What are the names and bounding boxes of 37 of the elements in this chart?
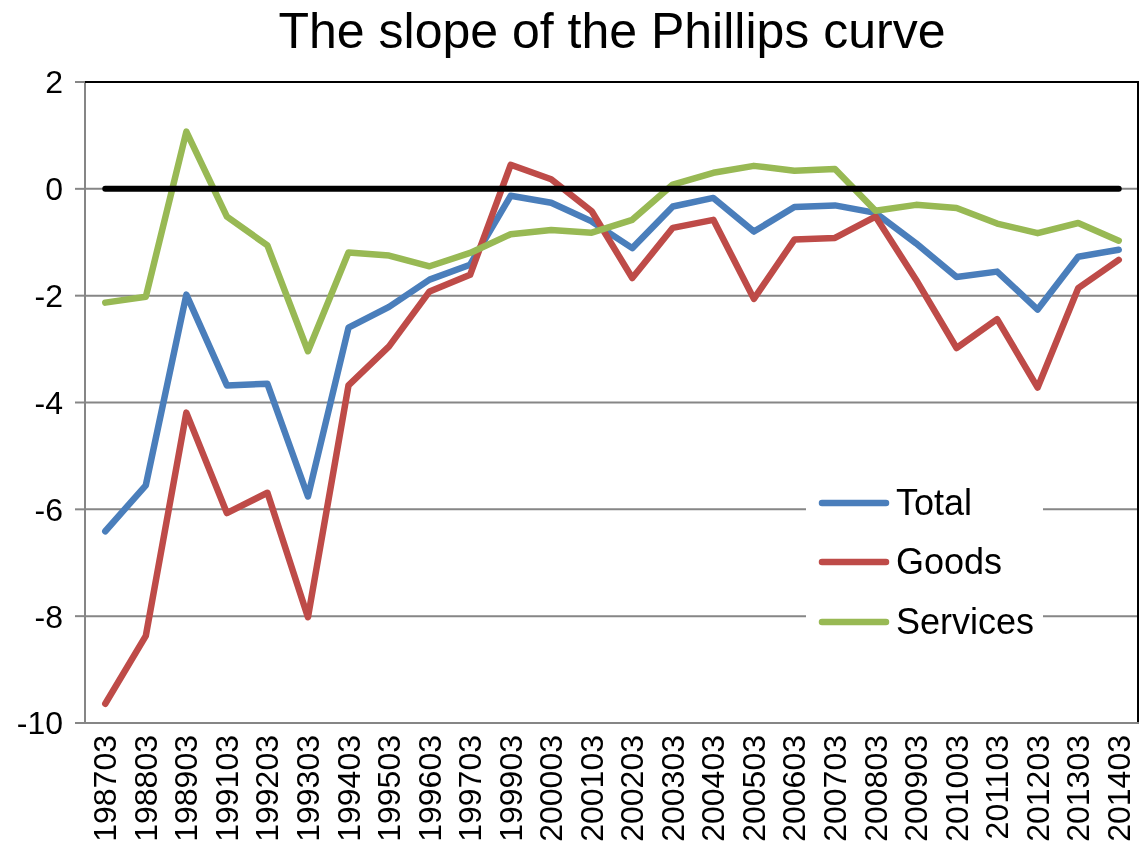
x-tick-label: 200403	[695, 735, 732, 842]
x-tick-label: 200803	[857, 735, 894, 842]
y-tick-label: 0	[45, 171, 63, 208]
x-tick-label: 200503	[735, 735, 772, 842]
x-tick-label: 201203	[1019, 735, 1056, 842]
x-tick-label: 201003	[938, 735, 975, 842]
x-tick-label: 198903	[168, 735, 205, 842]
x-tick-label: 199103	[208, 735, 245, 842]
x-tick-label: 200303	[654, 735, 691, 842]
x-tick-label: 199203	[249, 735, 286, 842]
x-tick-label: 199403	[330, 735, 367, 842]
x-tick-label: 200903	[898, 735, 935, 842]
x-tick-label: 199703	[452, 735, 489, 842]
x-tick-label: 198703	[87, 735, 124, 842]
x-tick-label: 200003	[533, 735, 570, 842]
y-tick-label: -2	[34, 278, 63, 315]
legend-label: Goods	[896, 541, 1003, 584]
x-tick-label: 200103	[573, 735, 610, 842]
x-tick-label: 201303	[1060, 735, 1097, 842]
x-tick-label: 199303	[289, 735, 326, 842]
x-tick-label: 200203	[614, 735, 651, 842]
y-tick-label: 2	[45, 64, 63, 101]
x-tick-label: 198803	[127, 735, 164, 842]
x-tick-label: 199503	[371, 735, 408, 842]
y-tick-label: -10	[16, 705, 63, 742]
x-tick-label: 200703	[816, 735, 853, 842]
chart-title: The slope of the Phillips curve	[277, 2, 947, 60]
x-tick-label: 199903	[492, 735, 529, 842]
y-tick-label: -8	[34, 598, 63, 635]
legend-label: Services	[896, 600, 1035, 643]
x-tick-label: 200603	[776, 735, 813, 842]
y-tick-label: -6	[34, 491, 63, 528]
x-tick-label: 199603	[411, 735, 448, 842]
x-tick-label: 201403	[1100, 735, 1137, 842]
y-tick-label: -4	[34, 384, 63, 421]
x-tick-label: 201103	[979, 735, 1016, 840]
legend-label: Total	[896, 481, 973, 524]
